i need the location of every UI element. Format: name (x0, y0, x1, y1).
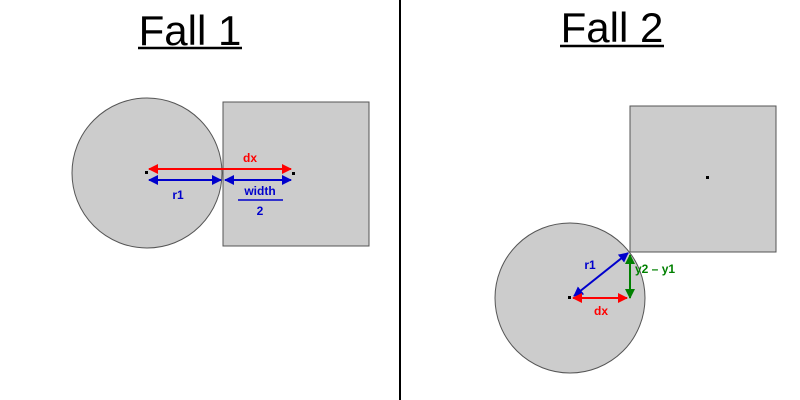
r1-arrow (573, 252, 629, 297)
panel-fall-1: Fall 1 dx r1 width 2 (71, 7, 370, 249)
panel-fall-2: Fall 2 r1 y2 – y1 dx (494, 4, 777, 374)
circle-center-dot (568, 296, 571, 299)
y2-y1-label: y2 – y1 (635, 262, 675, 276)
panel-title: Fall 2 (561, 4, 664, 51)
square-shape (222, 101, 370, 247)
square-shape (629, 105, 777, 253)
dx-label: dx (243, 151, 257, 165)
denominator-label: 2 (257, 204, 264, 218)
r1-label: r1 (172, 188, 184, 202)
r1-label: r1 (584, 258, 596, 272)
circle-center-dot (145, 171, 148, 174)
width-label: width (243, 184, 275, 198)
square-center-dot (292, 172, 295, 175)
square-center-dot (706, 176, 709, 179)
dx-label: dx (594, 304, 608, 318)
panel-title: Fall 1 (139, 7, 242, 54)
